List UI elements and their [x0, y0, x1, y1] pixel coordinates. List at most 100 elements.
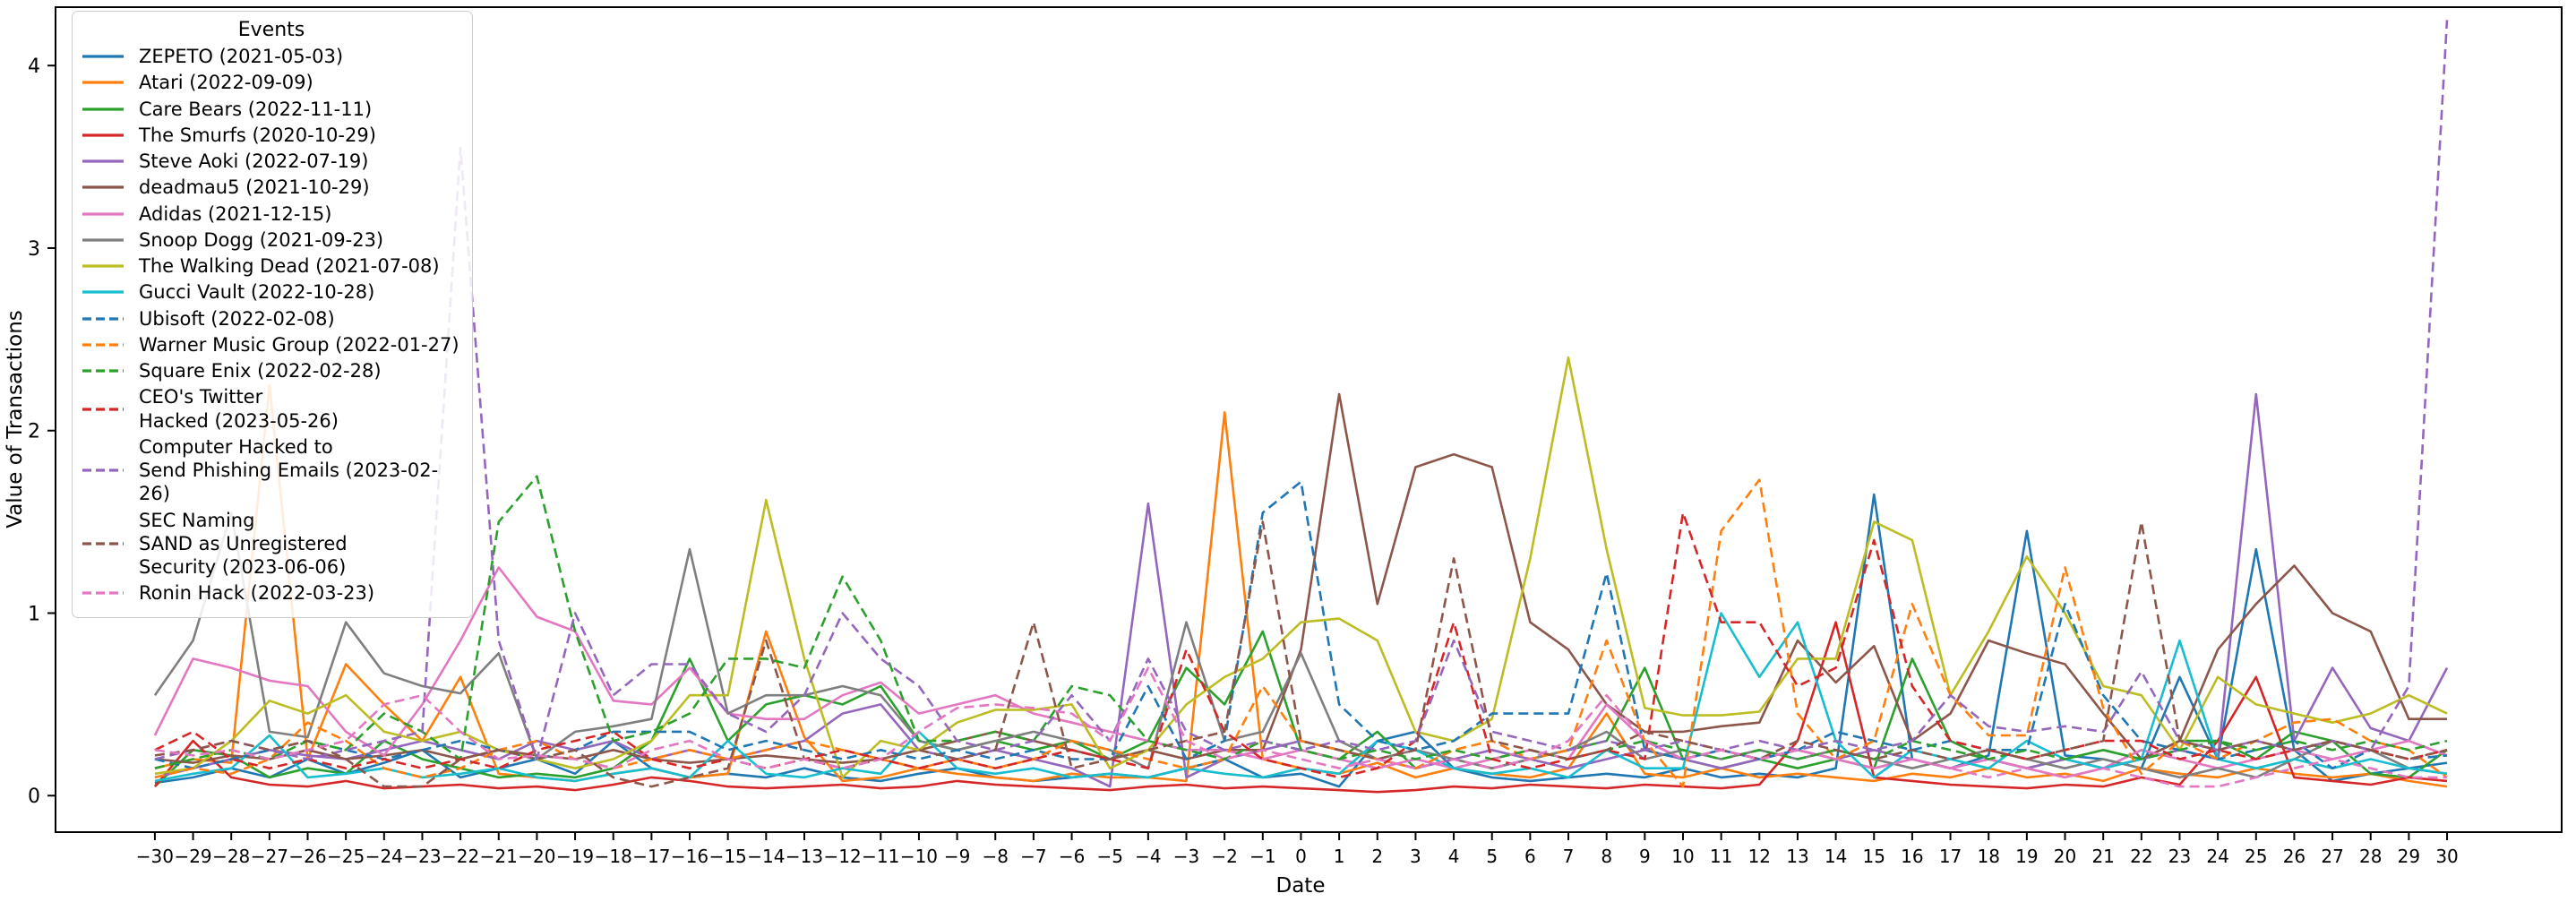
legend-line-sample-ronin-hack [82, 591, 124, 595]
legend-label-warner-music-group: Warner Music Group (2022-01-27) [139, 333, 459, 356]
series-ubisoft [154, 480, 2448, 770]
x-tick-label: 15 [1863, 846, 1885, 867]
series-gucci-vault [154, 612, 2448, 783]
legend-label-zepeto: ZEPETO (2021-05-03) [139, 46, 344, 67]
legend-label-the-smurfs: The Smurfs (2020-10-29) [139, 124, 376, 146]
legend-line-sample-computer-hacked-phishing [82, 468, 124, 472]
legend-line-sample-gucci-vault [82, 290, 124, 294]
legend-line-sample-deadmau5 [82, 185, 124, 189]
x-tick-label: 13 [1786, 846, 1808, 867]
series-warner-music-group [154, 478, 2448, 788]
legend-label-sec-naming-sand: SEC Naming SAND as Unregistered Security… [139, 509, 348, 579]
legend-item-ronin-hack: Ronin Hack (2022-03-23) [82, 581, 461, 605]
x-tick-label: −13 [786, 846, 823, 867]
series-square-enix [154, 475, 2448, 769]
legend-label-walking-dead: The Walking Dead (2021-07-08) [139, 255, 440, 277]
legend-label-adidas: Adidas (2021-12-15) [139, 202, 332, 225]
legend-items: ZEPETO (2021-05-03) Atari (2022-09-09) Car… [82, 45, 461, 606]
plot-area: −30 −29 −28 −27 −26 −25 −24 −23 −22 −21 −20 −19 −18−… [28, 6, 2563, 867]
x-tick-label: 22 [2130, 846, 2152, 867]
legend-item-ubisoft: Ubisoft (2022-02-08) [82, 307, 461, 331]
x-tick-label: 19 [2015, 846, 2038, 867]
legend-label-ceo-twitter-hacked: CEO's Twitter Hacked (2023-05-26) [139, 386, 339, 432]
legend-line-sample-ubisoft [82, 317, 124, 321]
legend-line-sample-steve-aoki [82, 159, 124, 163]
x-tick-label: −20 [518, 846, 555, 867]
legend-line-sample-snoop-dogg [82, 238, 124, 242]
x-tick-label: −11 [862, 846, 899, 867]
legend-item-ceo-twitter-hacked: CEO's Twitter Hacked (2023-05-26) [82, 385, 461, 433]
y-tick-label: 1 [28, 603, 40, 625]
x-tick-label: −25 [327, 846, 365, 867]
x-tick-label: −16 [671, 846, 708, 867]
legend-line-sample-sec-naming-sand [82, 542, 124, 545]
x-tick-label: −6 [1059, 846, 1085, 867]
x-tick-label: −8 [983, 846, 1009, 867]
x-tick-label: 30 [2435, 846, 2458, 867]
legend-line-sample-warner-music-group [82, 343, 124, 347]
x-tick-label: −27 [251, 846, 288, 867]
legend-line-sample-the-smurfs [82, 133, 124, 137]
x-tick-label: −22 [442, 846, 479, 867]
x-tick-label: 1 [1334, 846, 1345, 867]
x-tick-label: −3 [1173, 846, 1199, 867]
legend-item-computer-hacked-phishing: Computer Hacked to Send Phishing Emails … [82, 435, 461, 506]
x-tick-label: 0 [1295, 846, 1307, 867]
legend-label-snoop-dogg: Snoop Dogg (2021-09-23) [139, 228, 384, 251]
legend-item-snoop-dogg: Snoop Dogg (2021-09-23) [82, 228, 461, 252]
x-tick-label: 2 [1371, 846, 1383, 867]
x-tick-label: 12 [1748, 846, 1771, 867]
series-steve-aoki [154, 392, 2449, 788]
x-tick-label: −30 [136, 846, 174, 867]
x-tick-label: −4 [1135, 846, 1161, 867]
x-tick-label: 25 [2245, 846, 2267, 867]
x-tick-label: 17 [1939, 846, 1962, 867]
x-tick-label: 24 [2206, 846, 2228, 867]
x-tick-label: 7 [1563, 846, 1575, 867]
legend-label-care-bears: Care Bears (2022-11-11) [139, 98, 373, 120]
x-tick-label: −26 [288, 846, 326, 867]
legend-label-steve-aoki: Steve Aoki (2022-07-19) [139, 150, 369, 172]
x-tick-label: −19 [556, 846, 594, 867]
x-tick-label: −24 [365, 846, 403, 867]
x-tick-label: −21 [480, 846, 518, 867]
x-tick-label: 27 [2321, 846, 2343, 867]
series-adidas [153, 566, 2448, 779]
x-tick-label: −10 [900, 846, 938, 867]
legend-label-gucci-vault: Gucci Vault (2022-10-28) [139, 281, 375, 304]
legend-title: Events [237, 19, 305, 41]
legend-item-the-smurfs: The Smurfs (2020-10-29) [82, 124, 461, 147]
series-sec-naming-sand [154, 520, 2448, 788]
legend-label-square-enix: Square Enix (2022-02-28) [139, 360, 382, 382]
legend-label-ronin-hack: Ronin Hack (2022-03-23) [139, 582, 375, 605]
y-axis-label: Value of Transactions [4, 310, 27, 528]
x-tick-label: −29 [174, 846, 211, 867]
x-tick-label: −9 [944, 846, 970, 867]
series-atari [154, 383, 2448, 788]
plot-frame [55, 6, 2563, 833]
x-tick-label: 5 [1486, 846, 1498, 867]
legend-item-care-bears: Care Bears (2022-11-11) [82, 98, 461, 121]
legend-item-walking-dead: The Walking Dead (2021-07-08) [82, 254, 461, 278]
x-tick-label: 3 [1410, 846, 1421, 867]
series-computer-hacked-phishing [154, 20, 2449, 760]
x-tick-label: −14 [747, 846, 785, 867]
x-tick-label: 29 [2398, 846, 2420, 867]
legend-line-sample-square-enix [82, 369, 124, 373]
y-tick-label: 4 [28, 56, 40, 78]
x-tick-label: 28 [2359, 846, 2382, 867]
series-ronin-hack [154, 666, 2447, 788]
legend-line-sample-zepeto [82, 55, 124, 58]
y-tick-label: 3 [28, 238, 40, 261]
x-axis-label: Date [1276, 874, 1326, 898]
legend-item-adidas: Adidas (2021-12-15) [82, 202, 461, 226]
x-tick-label: 4 [1448, 846, 1460, 867]
legend-label-ubisoft: Ubisoft (2022-02-08) [139, 307, 335, 330]
x-tick-label: 16 [1901, 846, 1923, 867]
legend-line-sample-ceo-twitter-hacked [82, 407, 124, 411]
legend-item-atari: Atari (2022-09-09) [82, 71, 461, 94]
legend-line-sample-atari [82, 81, 124, 84]
legend-item-sec-naming-sand: SEC Naming SAND as Unregistered Security… [82, 509, 461, 580]
x-tick-label: 14 [1825, 846, 1847, 867]
